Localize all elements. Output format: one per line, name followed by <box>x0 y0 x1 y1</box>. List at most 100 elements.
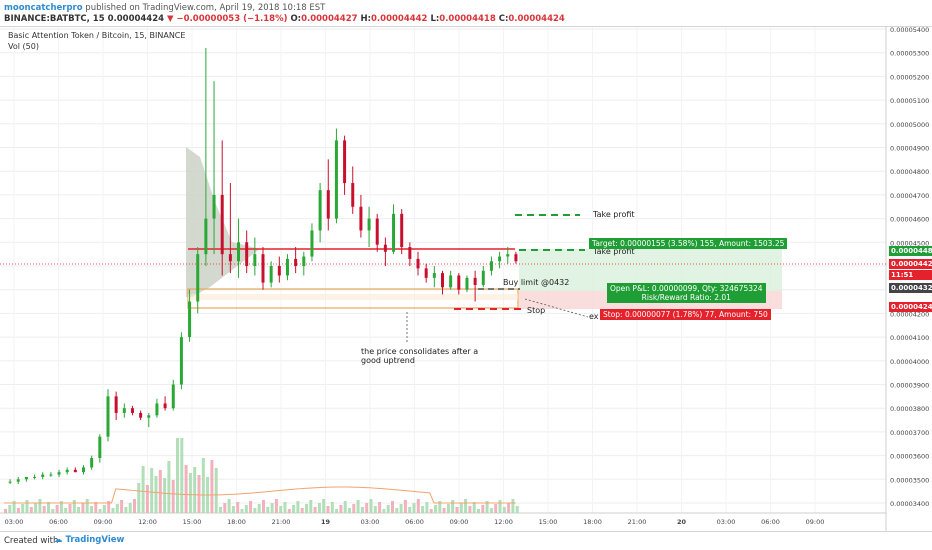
volume-bar <box>305 504 308 513</box>
y-tick-label: 0.00005400 <box>890 27 929 34</box>
countdown-tag: 11:51 <box>889 270 932 280</box>
y-tick-label: 0.00004100 <box>890 334 929 342</box>
volume-bar <box>489 508 493 513</box>
candle-body <box>457 275 461 290</box>
tradingview-brand: TradingView <box>65 535 125 545</box>
x-tick-label: 20 <box>677 518 687 526</box>
volume-bar <box>128 503 132 513</box>
volume-bar <box>90 506 93 513</box>
candle-body <box>220 194 224 255</box>
volume-bar <box>72 500 76 513</box>
target-box[interactable]: Target: 0.00000155 (3.58%) 155, Amount: … <box>589 238 788 249</box>
volume-bar <box>425 502 429 513</box>
volume-bar <box>330 502 334 513</box>
candle-body <box>318 190 322 231</box>
volume-bar <box>459 503 463 513</box>
volume-bar <box>335 509 339 513</box>
candle-body <box>49 474 53 476</box>
volume-bar <box>197 475 201 513</box>
volume-bar <box>313 507 317 513</box>
volume-bar <box>253 508 257 513</box>
volume-bar <box>145 485 149 513</box>
x-tick-label: 21:00 <box>628 518 647 526</box>
volume-bar <box>270 503 274 513</box>
volume-bar <box>343 501 347 513</box>
volume-bar <box>507 503 511 513</box>
volume-bar <box>296 501 300 513</box>
volume-bar <box>451 500 455 513</box>
volume-bar <box>494 504 498 513</box>
volume-bar <box>115 504 119 513</box>
candle-body <box>285 258 289 276</box>
volume-bar <box>399 504 403 513</box>
candle-body <box>16 479 20 482</box>
volume-bar <box>16 508 20 513</box>
volume-bar <box>283 502 287 513</box>
tradingview-logo[interactable]: ☁ TradingView <box>54 535 124 545</box>
volume-bar <box>223 503 227 513</box>
y-tick-label: 0.00004600 <box>890 216 929 224</box>
volume-bar <box>42 506 46 513</box>
candle-body <box>65 469 69 473</box>
candle-body <box>24 476 28 480</box>
volume-bar <box>184 465 188 513</box>
volume-bar <box>150 468 154 513</box>
volume-bar <box>477 509 480 513</box>
volume-bar <box>77 507 81 513</box>
candle-body <box>383 244 387 252</box>
volume-bar <box>47 502 50 513</box>
open-pl-text: Open P&L: 0.00000099, Qty: 324675324 <box>610 284 763 293</box>
stop-box[interactable]: Stop: 0.00000077 (1.78%) 77, Amount: 750 <box>600 309 771 320</box>
volume-bar <box>12 501 16 513</box>
x-tick-label: 09:00 <box>94 518 113 526</box>
publish-line: mooncatcherpro published on TradingView.… <box>4 3 325 13</box>
candle-body <box>155 403 159 416</box>
volume-bar <box>107 501 111 513</box>
volume-bar <box>317 503 321 513</box>
candle-body <box>375 218 379 245</box>
volume-bar <box>322 499 326 513</box>
candle-body <box>489 261 493 271</box>
published-text: published on TradingView.com, April 19, … <box>85 3 326 13</box>
volume-bar <box>339 505 343 513</box>
volume-bar <box>257 504 261 513</box>
candle-body <box>506 254 510 257</box>
author-link[interactable]: mooncatcherpro <box>4 3 83 13</box>
volume-bar <box>64 508 68 513</box>
y-tick-label: 0.00003800 <box>890 405 929 413</box>
stop-label: Stop <box>527 306 546 315</box>
volume-bar <box>231 506 235 513</box>
candle-body <box>440 273 444 288</box>
y-tick-label: 0.00004500 <box>890 239 929 247</box>
candle-body <box>294 258 298 266</box>
x-tick-label: 03:00 <box>5 518 24 526</box>
price-chart-svg[interactable]: 0.00005400 0.00005300 0.00005200 0.00005100… <box>0 27 932 531</box>
x-tick-label: 18:00 <box>227 518 246 526</box>
y-tick-label: 0.00003400 <box>890 500 929 508</box>
stop-price-tag: 0.00004248 <box>889 302 932 312</box>
volume-bar <box>515 506 519 513</box>
open-pl-box[interactable]: Open P&L: 0.00000099, Qty: 324675324 Ris… <box>607 283 766 303</box>
volume-bar <box>300 508 304 513</box>
open-label: O: <box>290 14 302 24</box>
volume-bar <box>485 501 489 513</box>
volume-bar <box>369 499 373 513</box>
y-tick-label: 0.00003700 <box>890 429 929 437</box>
volume-bar <box>309 500 313 513</box>
volume-bar <box>386 505 390 513</box>
chart-area[interactable]: 0.00005400 0.00005300 0.00005200 0.00005100… <box>0 26 932 531</box>
candle-body <box>326 190 330 219</box>
x-tick-label: 12:00 <box>494 518 513 526</box>
y-tick-label: 0.00003900 <box>890 382 929 390</box>
volume-bar <box>391 501 394 513</box>
x-tick-label: 09:00 <box>806 518 825 526</box>
volume-bar <box>8 505 12 513</box>
exit-arrow <box>524 298 589 318</box>
exit-partial-label: ex <box>589 312 599 321</box>
volume-bar <box>120 500 124 513</box>
volume-bar <box>133 499 136 513</box>
down-arrow-icon: ▼ <box>167 14 174 24</box>
candle-body <box>179 337 183 385</box>
x-tick-label: 15:00 <box>539 518 558 526</box>
